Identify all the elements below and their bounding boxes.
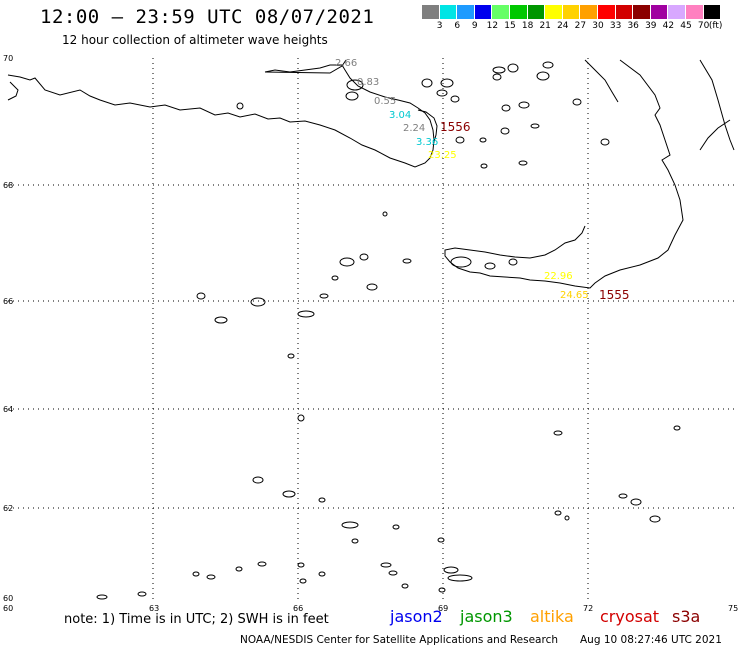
swh-colorbar-labels: 3 6 9 12 15 18 21 24 27 30 33 36 39 42 45 70 (ft): [422, 21, 740, 33]
lakes: [96, 61, 681, 600]
lat-label: 68: [3, 181, 13, 190]
swh-value: 3.04: [389, 110, 411, 121]
colorbar-swatch: [457, 5, 475, 19]
swh-value: 0.55: [374, 96, 396, 107]
longitude-labels: 60 63 66 69 72 75: [3, 604, 738, 613]
colorbar-label: 21: [539, 21, 551, 31]
colorbar-swatch: [668, 5, 686, 19]
footer-note: note: 1) Time is in UTC; 2) SWH is in fe…: [64, 612, 329, 627]
credit-line: NOAA/NESDIS Center for Satellite Applica…: [240, 634, 558, 646]
colorbar-swatch: [685, 5, 704, 19]
colorbar-swatch: [439, 5, 458, 19]
colorbar-label: 45: [680, 21, 692, 31]
colorbar-swatch: [615, 5, 634, 19]
lat-label: 62: [3, 504, 13, 513]
legend-cryosat: cryosat: [600, 607, 660, 626]
map-title: 12:00 – 23:59 UTC 08/07/2021: [40, 6, 375, 28]
colorbar-swatch: [422, 5, 440, 19]
colorbar-swatch: [527, 5, 546, 19]
colorbar-swatch: [703, 5, 722, 19]
colorbar-label: 6: [454, 21, 461, 31]
colorbar-label: 42: [662, 21, 675, 31]
swh-value: 0.83: [357, 77, 379, 88]
colorbar-label: 9: [471, 21, 478, 31]
lon-label: 63: [149, 604, 159, 613]
lat-label: 70: [3, 54, 13, 63]
legend-jason2: jason2: [390, 607, 443, 626]
colorbar-swatch: [474, 5, 493, 19]
colorbar-label: 12: [486, 21, 499, 31]
colorbar-swatch: [562, 5, 581, 19]
lon-label: 60: [3, 604, 13, 613]
swh-value: 24.65: [560, 290, 589, 301]
swh-value: 2.24: [403, 123, 425, 134]
colorbar-swatch: [580, 5, 598, 19]
legend-jason3: jason3: [460, 607, 513, 626]
colorbar-label: 33: [609, 21, 622, 31]
colorbar-swatch: [633, 5, 651, 19]
lon-label: 69: [438, 604, 448, 613]
colorbar-swatch: [597, 5, 616, 19]
lat-label: 64: [3, 405, 13, 414]
lon-label: 75: [728, 604, 738, 613]
generated-timestamp: Aug 10 08:27:46 UTC 2021: [580, 634, 722, 646]
swh-observations: 2.66 0.83 0.55 3.04 2.24 3.36 23.25 22.9…: [335, 58, 630, 302]
coastline: [7, 59, 735, 289]
pass-number: 1555: [599, 288, 630, 302]
colorbar-label: 3: [436, 21, 443, 31]
colorbar-label: 24: [557, 21, 569, 31]
colorbar-swatch: [492, 5, 510, 19]
colorbar-label: (ft): [708, 21, 723, 31]
colorbar-swatch: [509, 5, 528, 19]
colorbar-label: 18: [521, 21, 534, 31]
colorbar-label: 36: [627, 21, 639, 31]
swh-value: 3.36: [416, 137, 438, 148]
colorbar-label: 15: [504, 21, 516, 31]
legend-s3a: s3a: [672, 607, 701, 626]
colorbar-swatch: [650, 5, 669, 19]
swh-value: 23.25: [428, 150, 457, 161]
swh-colorbar: [422, 5, 722, 19]
colorbar-label: 30: [592, 21, 604, 31]
lat-label: 66: [3, 297, 13, 306]
colorbar-swatch: [545, 5, 563, 19]
lon-label: 72: [583, 604, 593, 613]
swh-value: 22.96: [544, 271, 573, 282]
lat-label: 60: [3, 594, 13, 603]
map-subtitle: 12 hour collection of altimeter wave hei…: [62, 33, 328, 47]
lon-label: 66: [293, 604, 303, 613]
colorbar-label: 27: [574, 21, 587, 31]
graticule: [8, 58, 734, 600]
legend-altika: altika: [530, 607, 574, 626]
latitude-labels: 70 68 66 64 62 60: [3, 54, 13, 603]
swh-value: 2.66: [335, 58, 357, 69]
colorbar-label: 39: [645, 21, 657, 31]
colorbar-label: 70: [697, 21, 710, 31]
pass-number: 1556: [440, 120, 471, 134]
